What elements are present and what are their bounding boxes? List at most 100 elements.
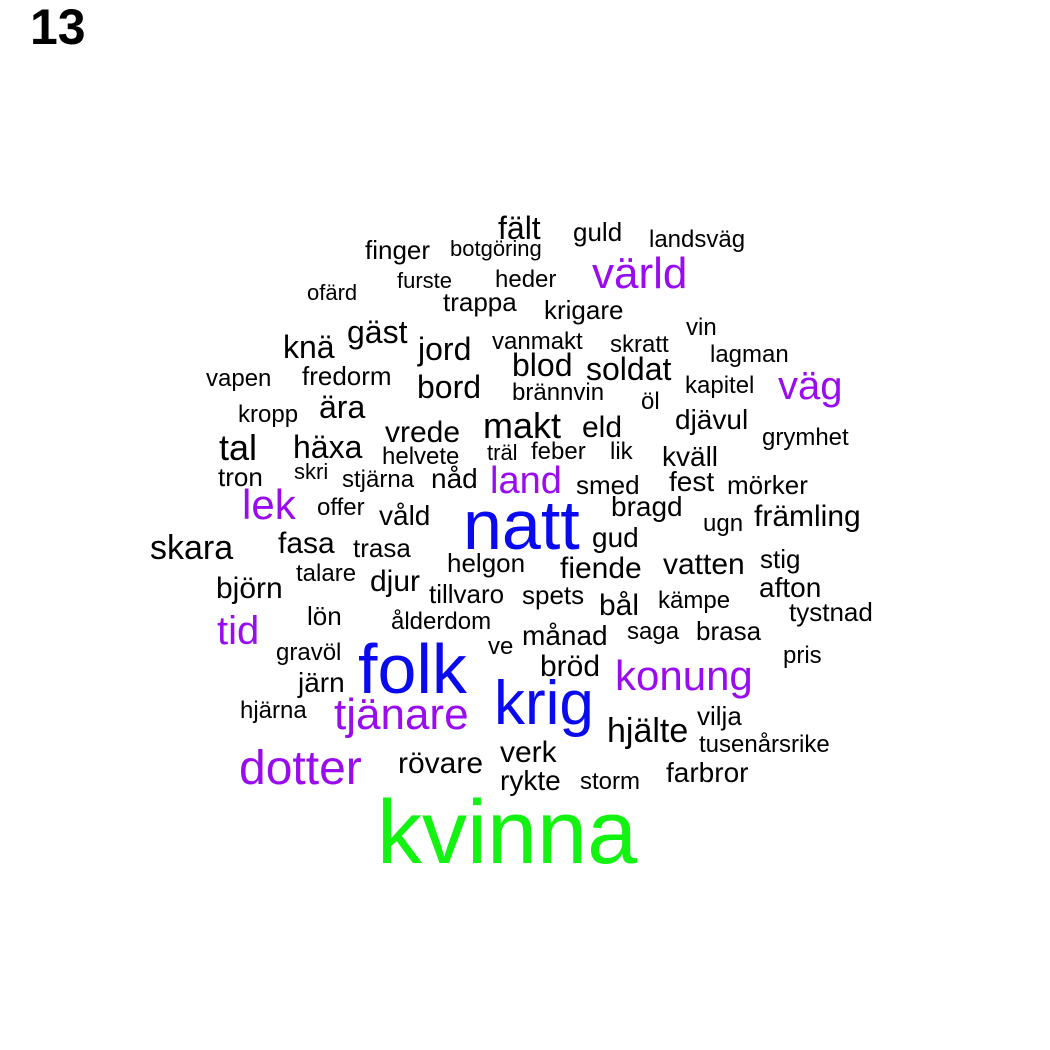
cloud-word-manad: månad: [522, 619, 608, 651]
cloud-word-helvete: helvete: [382, 443, 460, 471]
cloud-word-talare: talare: [296, 560, 357, 588]
cloud-word-jarn: järn: [298, 666, 345, 698]
cloud-word-rykte: rykte: [500, 764, 561, 796]
cloud-word-landsvag: landsväg: [649, 226, 746, 254]
cloud-word-offer: offer: [317, 494, 365, 522]
cloud-word-krig: krig: [494, 669, 594, 739]
cloud-word-gast: gäst: [347, 314, 408, 351]
cloud-word-tjanare: tjänare: [334, 690, 469, 740]
cloud-word-verk: verk: [500, 736, 557, 769]
cloud-word-stig: stig: [760, 543, 801, 574]
cloud-word-smed: smed: [576, 469, 640, 500]
cloud-word-skri: skri: [294, 459, 329, 485]
cloud-word-tillvaro: tillvaro: [429, 578, 505, 609]
cloud-word-lik: lik: [610, 438, 633, 466]
cloud-word-vatten: vatten: [663, 548, 745, 581]
cloud-word-trasa: trasa: [353, 532, 411, 563]
cloud-word-heder: heder: [495, 266, 557, 294]
cloud-word-brod: bröd: [540, 650, 601, 683]
cloud-word-kropp: kropp: [238, 401, 299, 429]
cloud-word-bord: bord: [417, 369, 482, 406]
cloud-word-dotter: dotter: [239, 741, 362, 795]
cloud-word-fiende: fiende: [560, 552, 642, 585]
cloud-word-vapen: vapen: [206, 365, 272, 393]
cloud-word-vag: väg: [778, 364, 843, 408]
cloud-word-botgoring: botgöring: [450, 236, 542, 262]
cloud-word-vin: vin: [686, 314, 717, 342]
cloud-word-saga: saga: [627, 618, 680, 646]
cloud-word-ve: ve: [488, 633, 514, 661]
cloud-word-finger: finger: [365, 234, 431, 265]
cloud-word-kvall: kväll: [662, 440, 719, 472]
cloud-word-farbror: farbror: [666, 756, 749, 788]
cloud-word-varld: värld: [592, 249, 688, 299]
panel-number: 13: [30, 0, 86, 55]
cloud-word-kapitel: kapitel: [685, 372, 755, 400]
cloud-word-pris: pris: [783, 642, 822, 670]
cloud-word-vrede: vrede: [385, 416, 461, 449]
cloud-word-hjarna: hjärna: [240, 697, 307, 725]
cloud-word-vanmakt: vanmakt: [492, 328, 583, 356]
cloud-word-blod: blod: [512, 347, 573, 384]
cloud-word-djavul: djävul: [675, 403, 749, 435]
cloud-word-hjalte: hjälte: [607, 712, 689, 751]
cloud-word-fredorm: fredorm: [302, 360, 392, 391]
cloud-word-ara: ära: [319, 389, 366, 426]
cloud-word-fest: fest: [669, 465, 715, 497]
cloud-word-land: land: [490, 459, 562, 502]
cloud-word-tusenarsrike: tusenårsrike: [699, 731, 830, 759]
cloud-word-vald: våld: [379, 499, 431, 531]
cloud-word-afton: afton: [759, 571, 822, 603]
cloud-word-folk: folk: [358, 630, 467, 708]
cloud-word-falt: fält: [498, 210, 541, 247]
cloud-word-makt: makt: [483, 404, 562, 446]
cloud-word-brasa: brasa: [696, 615, 762, 646]
cloud-word-tral: träl: [487, 440, 518, 466]
cloud-word-jord: jord: [418, 331, 472, 368]
cloud-word-spets: spets: [522, 579, 585, 610]
cloud-word-grymhet: grymhet: [762, 424, 849, 452]
cloud-word-stjarna: stjärna: [342, 466, 415, 494]
cloud-word-skratt: skratt: [610, 331, 669, 359]
cloud-word-furste: furste: [397, 268, 453, 294]
cloud-word-framling: främling: [754, 500, 861, 533]
cloud-word-haxa: häxa: [293, 429, 363, 466]
cloud-word-tid: tid: [217, 609, 260, 653]
cloud-word-natt: natt: [463, 486, 580, 564]
cloud-word-tal: tal: [219, 426, 258, 468]
cloud-word-kvinna: kvinna: [377, 783, 638, 883]
cloud-word-tron: tron: [218, 461, 263, 492]
cloud-word-fasa: fasa: [278, 527, 335, 560]
cloud-word-kna: knä: [283, 329, 335, 366]
cloud-word-rovare: rövare: [398, 747, 484, 780]
cloud-word-lagman: lagman: [710, 341, 789, 369]
cloud-word-ofard: ofärd: [307, 280, 358, 306]
cloud-word-brannvin: brännvin: [512, 379, 605, 407]
cloud-word-ugn: ugn: [703, 510, 744, 538]
cloud-word-konung: konung: [615, 652, 753, 700]
cloud-word-kampe: kämpe: [658, 587, 731, 615]
cloud-word-lek: lek: [242, 481, 296, 529]
cloud-word-skara: skara: [150, 529, 234, 568]
cloud-word-helgon: helgon: [447, 547, 526, 578]
cloud-word-tystnad: tystnad: [789, 596, 873, 627]
cloud-word-bjorn: björn: [216, 572, 283, 605]
cloud-word-gud: gud: [592, 521, 639, 553]
cloud-word-guld: guld: [573, 216, 623, 247]
cloud-word-trappa: trappa: [443, 286, 517, 317]
cloud-word-soldat: soldat: [586, 351, 672, 388]
cloud-word-nad: nåd: [431, 462, 478, 494]
cloud-word-feber: feber: [531, 438, 586, 466]
cloud-word-storm: storm: [580, 768, 640, 796]
cloud-word-lon: lön: [307, 600, 342, 631]
cloud-word-vilja: vilja: [697, 700, 742, 731]
cloud-word-gravol: gravöl: [276, 639, 342, 667]
cloud-word-ol: öl: [641, 388, 660, 416]
cloud-word-bragd: bragd: [611, 490, 683, 522]
cloud-word-eld: eld: [582, 411, 623, 444]
cloud-word-djur: djur: [370, 565, 421, 598]
cloud-word-bal: bål: [599, 589, 640, 622]
cloud-word-morker: mörker: [727, 469, 808, 500]
cloud-word-krigare: krigare: [544, 294, 624, 325]
